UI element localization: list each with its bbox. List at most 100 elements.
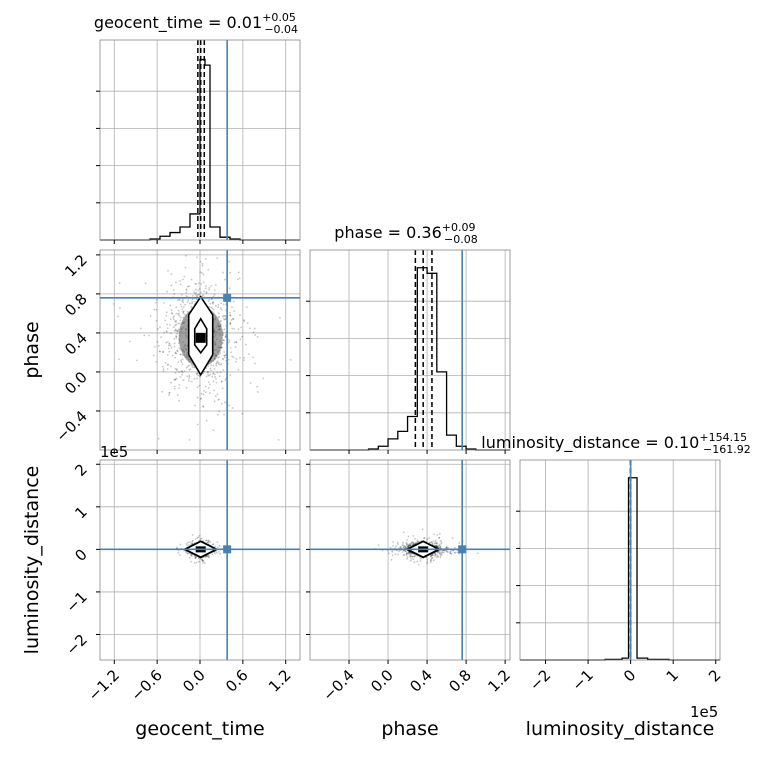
sample-point bbox=[200, 558, 203, 561]
sample-point bbox=[216, 413, 219, 416]
sample-point bbox=[223, 318, 226, 321]
sample-point bbox=[153, 308, 156, 311]
sample-point bbox=[139, 327, 142, 330]
sample-point bbox=[155, 298, 158, 301]
sample-point bbox=[161, 365, 164, 368]
sample-point bbox=[440, 542, 443, 545]
sample-point bbox=[217, 550, 220, 553]
sample-point bbox=[223, 354, 226, 357]
sample-point bbox=[187, 299, 190, 302]
sample-point bbox=[206, 371, 209, 374]
sample-point bbox=[128, 340, 131, 343]
sample-point bbox=[159, 326, 161, 329]
sample-point bbox=[228, 404, 230, 407]
histogram-phase bbox=[310, 267, 510, 451]
sample-point bbox=[194, 556, 197, 558]
sample-point bbox=[183, 370, 186, 373]
sample-point bbox=[175, 335, 177, 338]
sample-point bbox=[412, 542, 415, 545]
sample-point bbox=[182, 278, 184, 281]
sample-point bbox=[174, 324, 177, 327]
histogram-luminosity_distance bbox=[520, 477, 720, 661]
sample-point bbox=[205, 258, 207, 260]
sample-point bbox=[170, 346, 173, 349]
sample-point bbox=[216, 541, 219, 544]
sample-point bbox=[407, 543, 410, 546]
x-tick-label: 0.0 bbox=[367, 666, 397, 696]
sample-point bbox=[402, 544, 405, 547]
sample-point bbox=[430, 555, 432, 558]
sample-point bbox=[208, 286, 211, 289]
sample-point bbox=[256, 385, 258, 388]
sample-point bbox=[178, 371, 180, 373]
sample-point bbox=[188, 544, 190, 547]
sample-point bbox=[414, 554, 417, 557]
sample-point bbox=[207, 554, 210, 557]
sample-point bbox=[449, 552, 452, 554]
y-tick-label: 0.4 bbox=[61, 329, 91, 359]
sample-point bbox=[406, 545, 409, 548]
sample-point bbox=[177, 313, 180, 316]
sample-point bbox=[253, 362, 256, 365]
sample-point bbox=[201, 559, 204, 562]
sample-point bbox=[174, 371, 177, 374]
sample-point bbox=[453, 551, 456, 554]
sample-point bbox=[170, 309, 173, 311]
sample-point bbox=[198, 293, 201, 296]
sample-point bbox=[391, 550, 393, 552]
sample-point bbox=[202, 406, 205, 408]
sample-point bbox=[237, 368, 240, 371]
sample-point bbox=[175, 323, 178, 326]
sample-point bbox=[218, 356, 220, 358]
sample-point bbox=[234, 346, 237, 348]
sample-point bbox=[392, 541, 395, 543]
sample-point bbox=[179, 303, 182, 306]
sample-point bbox=[408, 555, 411, 558]
sample-point bbox=[155, 308, 158, 311]
x-tick-label: 1 bbox=[663, 666, 682, 685]
sample-point bbox=[195, 294, 198, 296]
sample-point bbox=[434, 540, 436, 543]
sample-point bbox=[161, 351, 164, 354]
sample-point bbox=[434, 552, 437, 555]
sample-point bbox=[117, 315, 119, 318]
sample-point bbox=[214, 395, 217, 397]
sample-point bbox=[241, 336, 244, 338]
sample-point bbox=[223, 413, 225, 416]
panel-frame bbox=[519, 459, 721, 661]
sample-point bbox=[163, 331, 166, 334]
sample-point bbox=[277, 438, 280, 441]
sample-point bbox=[213, 289, 216, 291]
sample-point bbox=[401, 544, 404, 547]
sample-point bbox=[149, 315, 152, 317]
sample-point bbox=[199, 375, 201, 378]
sample-point bbox=[194, 537, 197, 540]
sample-point bbox=[160, 336, 162, 339]
sample-point bbox=[185, 295, 188, 297]
sample-point bbox=[229, 323, 232, 326]
sample-point bbox=[174, 328, 177, 331]
sample-point bbox=[235, 341, 237, 344]
sample-point bbox=[200, 397, 203, 400]
sample-point bbox=[212, 543, 214, 546]
sample-point bbox=[188, 557, 191, 559]
x-tick-label: 0.8 bbox=[445, 666, 475, 696]
sample-point bbox=[208, 539, 210, 542]
sample-point bbox=[196, 386, 199, 389]
y-tick-label: 0.8 bbox=[61, 290, 91, 320]
sample-point bbox=[408, 551, 411, 554]
sample-point bbox=[440, 553, 443, 555]
sample-point bbox=[168, 350, 171, 353]
sample-point bbox=[417, 541, 419, 543]
sample-point bbox=[173, 337, 176, 340]
sample-point bbox=[224, 278, 226, 281]
sample-point bbox=[431, 554, 434, 557]
sample-point bbox=[221, 357, 224, 360]
sample-point bbox=[394, 547, 397, 549]
sample-point bbox=[155, 360, 158, 363]
sample-point bbox=[178, 387, 180, 390]
sample-point bbox=[233, 341, 236, 344]
sample-point bbox=[406, 543, 408, 546]
sample-point bbox=[202, 393, 205, 396]
y-tick-label: 2 bbox=[71, 460, 90, 479]
